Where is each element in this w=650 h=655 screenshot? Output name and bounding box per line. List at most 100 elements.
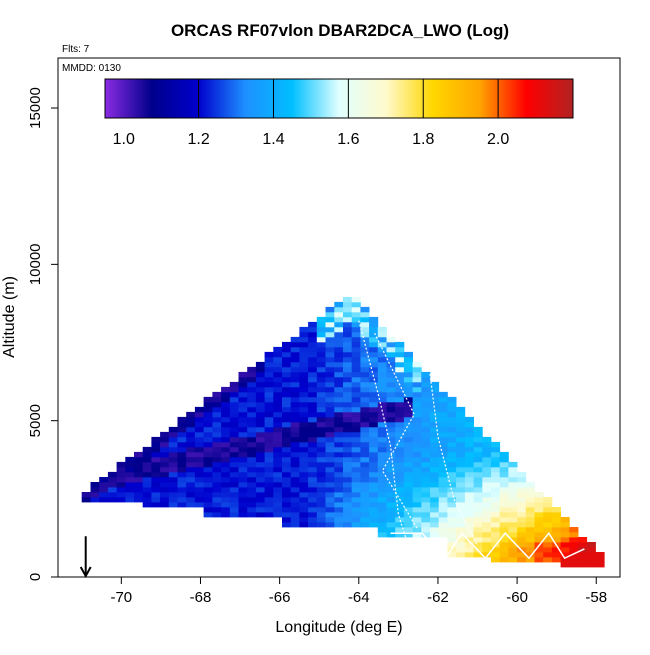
heatmap-cell <box>369 446 379 453</box>
heatmap-cell <box>421 466 431 473</box>
heatmap-cell <box>125 461 135 468</box>
heatmap-cell <box>177 471 187 478</box>
heatmap-cell <box>290 351 300 358</box>
heatmap-cell <box>343 416 353 423</box>
heatmap-cell <box>395 386 405 393</box>
heatmap-cell <box>543 547 553 553</box>
heatmap-cell <box>473 507 483 513</box>
heatmap-cell <box>308 351 318 358</box>
heatmap-cell <box>264 471 274 478</box>
heatmap-cell <box>177 466 187 473</box>
heatmap-cell <box>412 381 422 388</box>
heatmap-cell <box>386 426 396 433</box>
heatmap-cell <box>299 401 309 408</box>
heatmap-cell <box>351 426 361 433</box>
arrow-head <box>79 566 92 579</box>
heatmap-cell <box>308 461 318 468</box>
heatmap-cell <box>212 502 222 508</box>
heatmap-cell <box>194 487 204 493</box>
colorbar-tick-label: 1.4 <box>262 131 284 148</box>
heatmap-cell <box>186 482 196 488</box>
heatmap-cell <box>351 361 361 368</box>
heatmap-cell <box>403 451 413 458</box>
heatmap-cell <box>412 532 422 538</box>
heatmap-cell <box>151 436 161 443</box>
heatmap-cell <box>247 471 257 478</box>
heatmap-cell <box>290 401 300 408</box>
heatmap-cell <box>290 512 300 518</box>
heatmap-cell <box>343 497 353 503</box>
heatmap-cell <box>221 441 231 448</box>
heatmap-cell <box>142 466 152 473</box>
heatmap-cell <box>395 361 405 368</box>
heatmap-cell <box>430 517 440 523</box>
heatmap-cell <box>534 492 544 498</box>
heatmap-cell <box>412 497 422 503</box>
heatmap-cell <box>377 401 387 408</box>
heatmap-cell <box>508 522 518 528</box>
heatmap-cell <box>221 477 231 483</box>
heatmap-cell <box>438 466 448 473</box>
x-tick-label: -58 <box>585 589 607 606</box>
heatmap-cell <box>412 461 422 468</box>
heatmap-cell <box>351 336 361 343</box>
heatmap-cell <box>290 361 300 368</box>
heatmap-cell <box>447 406 457 413</box>
heatmap-cell <box>334 451 344 458</box>
heatmap-cell <box>403 466 413 473</box>
heatmap-cell <box>473 492 483 498</box>
heatmap-cell <box>360 492 370 498</box>
heatmap-cell <box>299 436 309 443</box>
heatmap-cell <box>534 502 544 508</box>
heatmap-cell <box>543 522 553 528</box>
heatmap-cell <box>168 497 178 503</box>
heatmap-cell <box>343 396 353 403</box>
heatmap-cell <box>177 461 187 468</box>
heatmap-cell <box>369 471 379 478</box>
heatmap-cell <box>351 381 361 388</box>
heatmap-cell <box>325 351 335 358</box>
heatmap-cell <box>168 451 178 458</box>
heatmap-cell <box>212 436 222 443</box>
heatmap-cell <box>491 492 501 498</box>
heatmap-cell <box>525 547 535 553</box>
colorbar-tick-label: 1.6 <box>337 131 359 148</box>
heatmap-cell <box>343 502 353 508</box>
heatmap-cell <box>282 482 292 488</box>
heatmap-cell <box>282 356 292 363</box>
heatmap-cell <box>351 311 361 318</box>
heatmap-cell <box>551 557 561 563</box>
heatmap-cell <box>334 426 344 433</box>
heatmap-cell <box>351 492 361 498</box>
heatmap-cell <box>456 471 466 478</box>
heatmap-cell <box>229 471 239 478</box>
heatmap-cell <box>325 421 335 428</box>
heatmap-cell <box>290 482 300 488</box>
heatmap-cell <box>299 507 309 513</box>
heatmap-cell <box>255 406 265 413</box>
heatmap-cell <box>447 482 457 488</box>
heatmap-cell <box>334 306 344 313</box>
heatmap-cell <box>377 416 387 423</box>
y-tick-label: 15000 <box>27 87 44 129</box>
heatmap-cell <box>430 441 440 448</box>
heatmap-cell <box>386 482 396 488</box>
heatmap-cell <box>517 537 527 543</box>
heatmap-cell <box>325 306 335 313</box>
heatmap-cell <box>403 512 413 518</box>
heatmap-cell <box>308 502 318 508</box>
heatmap-cell <box>325 471 335 478</box>
heatmap-cell <box>229 431 239 438</box>
heatmap-cell <box>282 471 292 478</box>
heatmap-cell <box>255 466 265 473</box>
heatmap-cell <box>386 477 396 483</box>
heatmap-cell <box>360 356 370 363</box>
heatmap-cell <box>464 441 474 448</box>
heatmap-cell <box>360 421 370 428</box>
heatmap-cell <box>395 451 405 458</box>
heatmap-cell <box>456 411 466 418</box>
heatmap-cell <box>377 381 387 388</box>
heatmap-cell <box>221 431 231 438</box>
heatmap-cell <box>360 326 370 333</box>
heatmap-cell <box>499 507 509 513</box>
